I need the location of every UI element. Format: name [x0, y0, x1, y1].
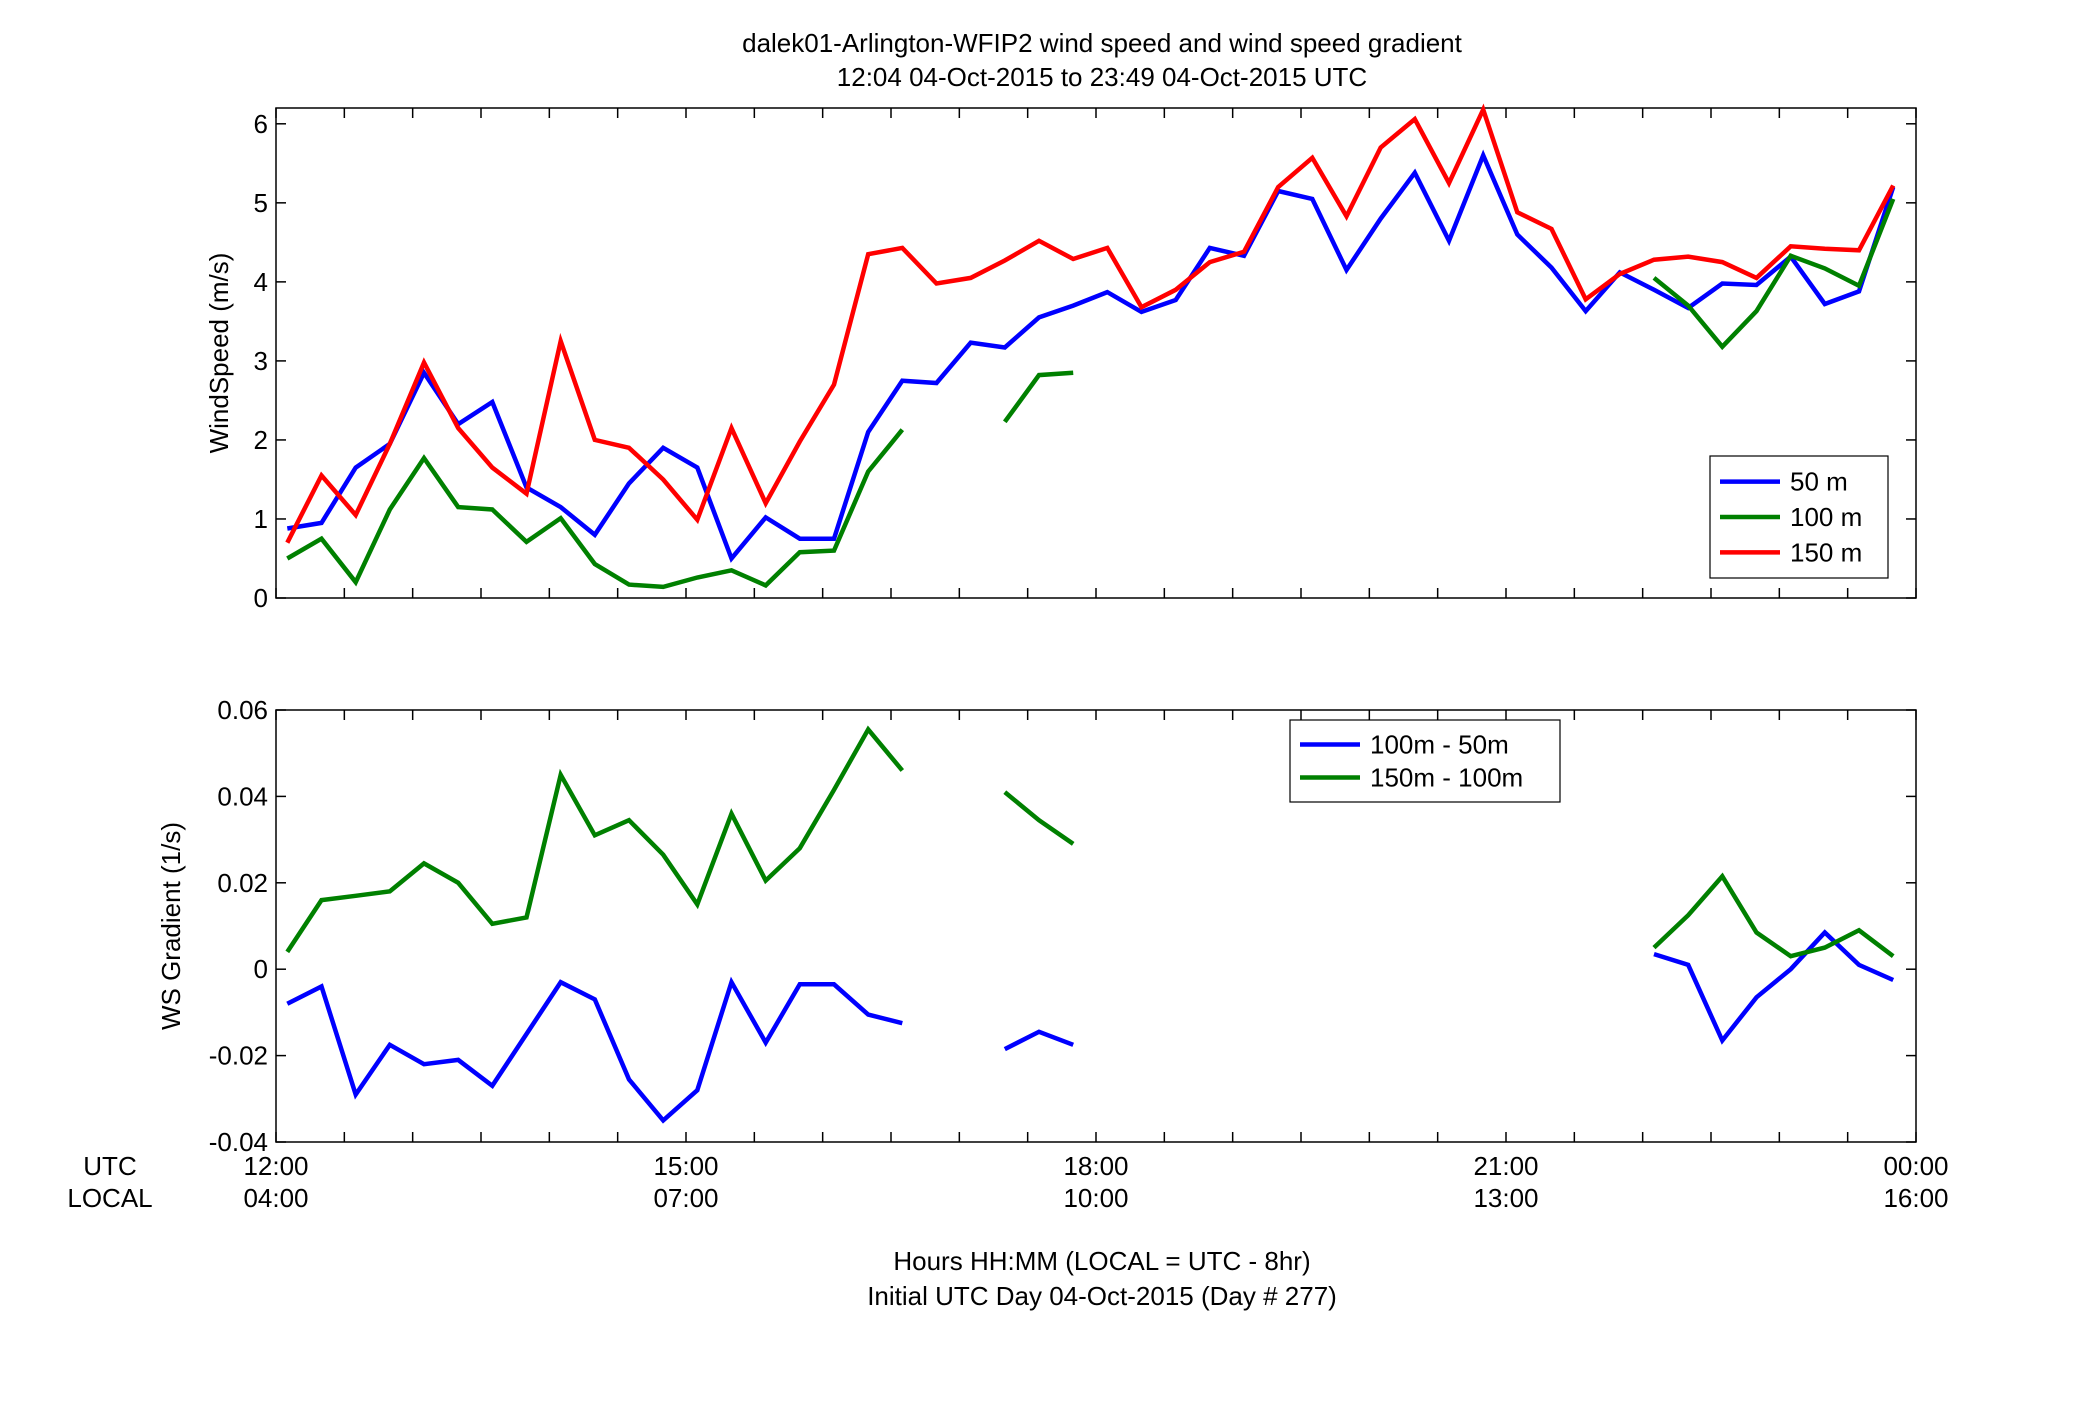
y-tick-label: 0.06	[217, 695, 268, 725]
series-line-segment	[1002, 370, 1074, 424]
legend-label: 150m - 100m	[1370, 763, 1523, 793]
legend-label: 150 m	[1790, 537, 1862, 567]
x-axis-label-line2: Initial UTC Day 04-Oct-2015 (Day # 277)	[867, 1281, 1337, 1311]
y-axis-label: WS Gradient (1/s)	[156, 822, 186, 1030]
x-tick-label-utc: 18:00	[1063, 1151, 1128, 1181]
y-tick-label: 3	[254, 346, 268, 376]
series-line-segment	[1652, 872, 1895, 959]
plot-area	[275, 709, 1917, 1143]
x-axis-label-line1: Hours HH:MM (LOCAL = UTC - 8hr)	[893, 1246, 1310, 1276]
y-axis-label: WindSpeed (m/s)	[204, 253, 234, 454]
series-line-segment	[1653, 929, 1895, 1045]
legend-label: 100m - 50m	[1370, 730, 1509, 760]
chart-title-line1: dalek01-Arlington-WFIP2 wind speed and w…	[742, 28, 1463, 58]
x-tick-label-local: 04:00	[243, 1183, 308, 1213]
series-50-m	[286, 149, 1896, 563]
series-line-segment	[286, 428, 905, 590]
series-line-segment	[1652, 198, 1896, 351]
legend-label: 50 m	[1790, 467, 1848, 497]
series-150m-100m	[285, 725, 1895, 959]
legend: 50 m 100 m 150 m	[1709, 455, 1889, 579]
series-line-segment	[1003, 790, 1075, 846]
legend-label: 100 m	[1790, 502, 1862, 532]
x-tick-label-local: 07:00	[653, 1183, 718, 1213]
gradient-panel: -0.04 -0.02 0 0.02 0.04 0.06 WS Gradient (1/s)…	[156, 695, 1917, 1157]
series-100-m	[286, 198, 1896, 590]
x-tick-label-local: 10:00	[1063, 1183, 1128, 1213]
y-tick-label: 4	[254, 267, 268, 297]
y-tick-label: 2	[254, 425, 268, 455]
x-tick-label-local: 16:00	[1883, 1183, 1948, 1213]
x-tick-label-utc: 15:00	[653, 1151, 718, 1181]
y-tick-label: -0.02	[209, 1041, 268, 1071]
series-100m-50m	[286, 929, 1895, 1124]
chart-title-line2: 12:04 04-Oct-2015 to 23:49 04-Oct-2015 U…	[837, 62, 1367, 92]
y-tick-label: 1	[254, 504, 268, 534]
y-tick-label: 0	[254, 583, 268, 613]
y-tick-label: 0	[254, 954, 268, 984]
x-tick-label-utc: 21:00	[1473, 1151, 1538, 1181]
windspeed-panel: 0 1 2 3 4 5 6 WindSpeed (m/s) 50 m 100 m 150 m	[204, 103, 1917, 613]
legend-box	[1289, 719, 1561, 803]
series-line-segment	[286, 149, 1896, 563]
x-tick-label-utc: 12:00	[243, 1151, 308, 1181]
utc-row-label: UTC	[83, 1151, 136, 1181]
local-row-label: LOCAL	[67, 1183, 152, 1213]
y-tick-label: 0.02	[217, 868, 268, 898]
y-tick-label: 6	[254, 109, 268, 139]
y-tick-label: -0.04	[209, 1127, 268, 1157]
series-line-segment	[1003, 1029, 1074, 1052]
y-tick-label: 5	[254, 188, 268, 218]
series-line-segment	[285, 725, 905, 954]
series-150-m	[285, 103, 1896, 544]
x-tick-label-local: 13:00	[1473, 1183, 1538, 1213]
plot-area	[275, 107, 1917, 599]
series-line-segment	[285, 103, 1896, 544]
y-tick-label: 0.04	[217, 781, 268, 811]
x-tick-label-utc: 00:00	[1883, 1151, 1948, 1181]
series-line-segment	[286, 976, 903, 1124]
